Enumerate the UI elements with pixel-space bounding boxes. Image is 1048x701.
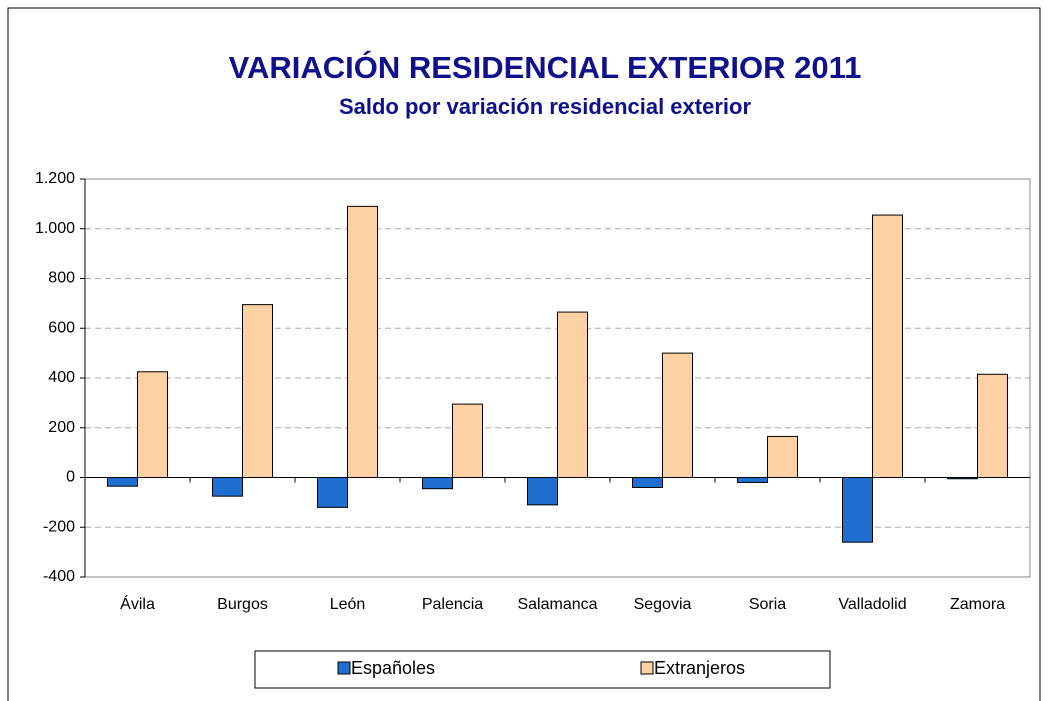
- y-tick-label: 1.000: [35, 220, 75, 237]
- x-tick-label: Burgos: [217, 596, 268, 613]
- bar: [452, 403, 483, 478]
- bar: [842, 477, 873, 543]
- x-tick-label: Ávila: [120, 594, 155, 613]
- bar: [872, 214, 903, 478]
- x-tick-label: Palencia: [422, 596, 483, 613]
- bar: [737, 477, 768, 483]
- y-tick-label: 800: [48, 270, 75, 287]
- bar: [557, 311, 588, 478]
- bar: [107, 477, 138, 487]
- x-tick-label: León: [330, 596, 366, 613]
- x-tick-label: Valladolid: [838, 596, 906, 613]
- y-tick-label: -200: [43, 518, 75, 535]
- y-tick-label: 600: [48, 319, 75, 336]
- chart-title: VARIACIÓN RESIDENCIAL EXTERIOR 2011: [229, 49, 862, 85]
- bar: [242, 304, 273, 478]
- legend-swatch: [337, 661, 351, 675]
- bar: [212, 477, 243, 497]
- legend-box: [254, 650, 831, 689]
- x-tick-label: Soria: [749, 596, 786, 613]
- y-tick-label: 200: [48, 419, 75, 436]
- y-tick-label: -400: [43, 568, 75, 585]
- bar: [527, 477, 558, 506]
- bar: [662, 352, 693, 478]
- y-tick-label: 0: [66, 469, 75, 486]
- bar: [632, 477, 663, 488]
- legend-swatch: [640, 661, 654, 675]
- legend-label: Extranjeros: [654, 658, 745, 678]
- bar: [977, 373, 1008, 478]
- x-tick-label: Zamora: [950, 596, 1005, 613]
- chart-subtitle: Saldo por variación residencial exterior: [339, 94, 751, 119]
- y-tick-label: 1.200: [35, 170, 75, 187]
- bar: [347, 205, 378, 479]
- x-tick-label: Salamanca: [517, 596, 597, 613]
- x-tick-label: Segovia: [634, 596, 692, 613]
- bar: [422, 477, 453, 490]
- y-tick-label: 400: [48, 369, 75, 386]
- legend-label: Españoles: [351, 658, 435, 678]
- bar: [767, 435, 798, 478]
- bar: [137, 371, 168, 478]
- bar: [317, 477, 348, 508]
